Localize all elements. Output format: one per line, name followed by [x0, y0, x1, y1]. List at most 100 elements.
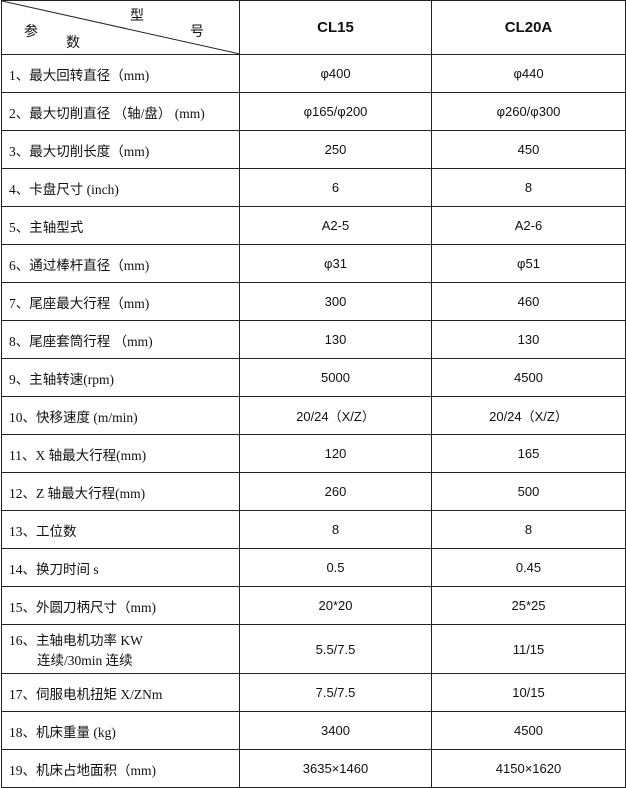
param-cell: 12、Z 轴最大行程(mm) [1, 472, 240, 511]
diagonal-header-cell: 型 号 参 数 [1, 0, 240, 55]
param-cell: 9、主轴转速(rpm) [1, 358, 240, 397]
cl20a-value: 130 [431, 320, 626, 359]
param-cell: 16、主轴电机功率 KW 连续/30min 连续 [1, 624, 240, 674]
cl20a-value: 20/24（X/Z） [431, 396, 626, 435]
cl15-value: φ165/φ200 [239, 92, 432, 131]
param-cell: 10、快移速度 (m/min) [1, 396, 240, 435]
cl20a-value: A2-6 [431, 206, 626, 245]
table-row: 2、最大切削直径 （轴/盘） (mm) φ165/φ200 φ260/φ300 [1, 92, 626, 131]
cl15-value: 5.5/7.5 [239, 624, 432, 674]
cl15-value: 20*20 [239, 586, 432, 625]
cl15-value: 0.5 [239, 548, 432, 587]
cl15-value: 120 [239, 434, 432, 473]
cl15-value: 130 [239, 320, 432, 359]
cl15-value: 6 [239, 168, 432, 207]
cl15-value: 7.5/7.5 [239, 673, 432, 712]
cl20a-value: φ260/φ300 [431, 92, 626, 131]
param-cell: 7、尾座最大行程（mm) [1, 282, 240, 321]
cl20a-value: 165 [431, 434, 626, 473]
cl20a-value: 460 [431, 282, 626, 321]
param-cell: 2、最大切削直径 （轴/盘） (mm) [1, 92, 240, 131]
table-row: 3、最大切削长度（mm) 250 450 [1, 130, 626, 169]
param-label: 19、机床占地面积（mm) [9, 762, 156, 778]
param-label: 9、主轴转速(rpm) [9, 371, 114, 387]
param-cell: 13、工位数 [1, 510, 240, 549]
param-label: 7、尾座最大行程（mm) [9, 295, 150, 311]
table-row: 19、机床占地面积（mm) 3635×1460 4150×1620 [1, 749, 626, 788]
table-row: 4、卡盘尺寸 (inch) 6 8 [1, 168, 626, 207]
table-row: 17、伺服电机扭矩 X/ZNm 7.5/7.5 10/15 [1, 673, 626, 712]
cl20a-value: 8 [431, 168, 626, 207]
param-label: 14、换刀时间 s [9, 561, 99, 577]
cl15-value: 20/24（X/Z） [239, 396, 432, 435]
param-cell: 1、最大回转直径（mm) [1, 54, 240, 93]
param-cell: 4、卡盘尺寸 (inch) [1, 168, 240, 207]
corner-bottom-label: 数 [66, 35, 80, 51]
cl20a-value: φ440 [431, 54, 626, 93]
corner-left-label: 参 [24, 24, 38, 40]
param-cell: 14、换刀时间 s [1, 548, 240, 587]
table-row: 15、外圆刀柄尺寸（mm) 20*20 25*25 [1, 586, 626, 625]
param-label: 15、外圆刀柄尺寸（mm) [9, 599, 156, 615]
table-row: 1、最大回转直径（mm) φ400 φ440 [1, 54, 626, 93]
cl15-value: φ400 [239, 54, 432, 93]
param-label: 4、卡盘尺寸 (inch) [9, 181, 119, 197]
diagonal-line [2, 1, 240, 54]
param-label: 16、主轴电机功率 KW [9, 633, 143, 648]
param-cell: 11、X 轴最大行程(mm) [1, 434, 240, 473]
param-label: 10、快移速度 (m/min) [9, 409, 138, 425]
param-label: 8、尾座套筒行程 （mm) [9, 333, 153, 349]
cl20a-value: 4500 [431, 711, 626, 750]
param-label: 5、主轴型式 [9, 219, 84, 235]
param-cell: 15、外圆刀柄尺寸（mm) [1, 586, 240, 625]
param-cell: 17、伺服电机扭矩 X/ZNm [1, 673, 240, 712]
table-row: 18、机床重量 (kg) 3400 4500 [1, 711, 626, 750]
cl15-value: 3635×1460 [239, 749, 432, 788]
table-row: 9、主轴转速(rpm) 5000 4500 [1, 358, 626, 397]
param-label: 18、机床重量 (kg) [9, 724, 116, 740]
cl15-value: 250 [239, 130, 432, 169]
cl20a-value: 450 [431, 130, 626, 169]
param-label: 2、最大切削直径 （轴/盘） (mm) [9, 105, 205, 121]
cl20a-value: 11/15 [431, 624, 626, 674]
param-label-line2: 连续/30min 连续 [37, 653, 133, 668]
param-cell: 18、机床重量 (kg) [1, 711, 240, 750]
param-cell: 3、最大切削长度（mm) [1, 130, 240, 169]
cl15-value: 260 [239, 472, 432, 511]
cl15-value: A2-5 [239, 206, 432, 245]
header-row: 型 号 参 数 CL15 CL20A [1, 0, 626, 55]
table-row: 8、尾座套筒行程 （mm) 130 130 [1, 320, 626, 359]
param-label: 3、最大切削长度（mm) [9, 143, 150, 159]
cl15-value: 5000 [239, 358, 432, 397]
cl15-value: 8 [239, 510, 432, 549]
table-row: 6、通过棒杆直径（mm) φ31 φ51 [1, 244, 626, 283]
cl15-value: φ31 [239, 244, 432, 283]
cl20a-value: 10/15 [431, 673, 626, 712]
cl20a-value: 0.45 [431, 548, 626, 587]
param-cell: 8、尾座套筒行程 （mm) [1, 320, 240, 359]
table-row: 14、换刀时间 s 0.5 0.45 [1, 548, 626, 587]
cl20a-value: 8 [431, 510, 626, 549]
cl20a-value: φ51 [431, 244, 626, 283]
param-label: 12、Z 轴最大行程(mm) [9, 485, 146, 501]
param-cell: 5、主轴型式 [1, 206, 240, 245]
table-row: 10、快移速度 (m/min) 20/24（X/Z） 20/24（X/Z） [1, 396, 626, 435]
table-row: 7、尾座最大行程（mm) 300 460 [1, 282, 626, 321]
param-label: 6、通过棒杆直径（mm) [9, 257, 150, 273]
param-label: 13、工位数 [9, 523, 77, 539]
param-cell: 6、通过棒杆直径（mm) [1, 244, 240, 283]
cl20a-value: 4500 [431, 358, 626, 397]
corner-right-label: 号 [190, 24, 204, 40]
table-row: 11、X 轴最大行程(mm) 120 165 [1, 434, 626, 473]
param-label: 17、伺服电机扭矩 X/ZNm [9, 686, 163, 702]
param-label: 11、X 轴最大行程(mm) [9, 447, 147, 463]
param-label: 1、最大回转直径（mm) [9, 67, 150, 83]
cl20a-value: 4150×1620 [431, 749, 626, 788]
model-header-cl15: CL15 [239, 0, 432, 55]
cl15-value: 3400 [239, 711, 432, 750]
table-row: 13、工位数 8 8 [1, 510, 626, 549]
table-row: 5、主轴型式 A2-5 A2-6 [1, 206, 626, 245]
cl15-value: 300 [239, 282, 432, 321]
cl20a-value: 500 [431, 472, 626, 511]
